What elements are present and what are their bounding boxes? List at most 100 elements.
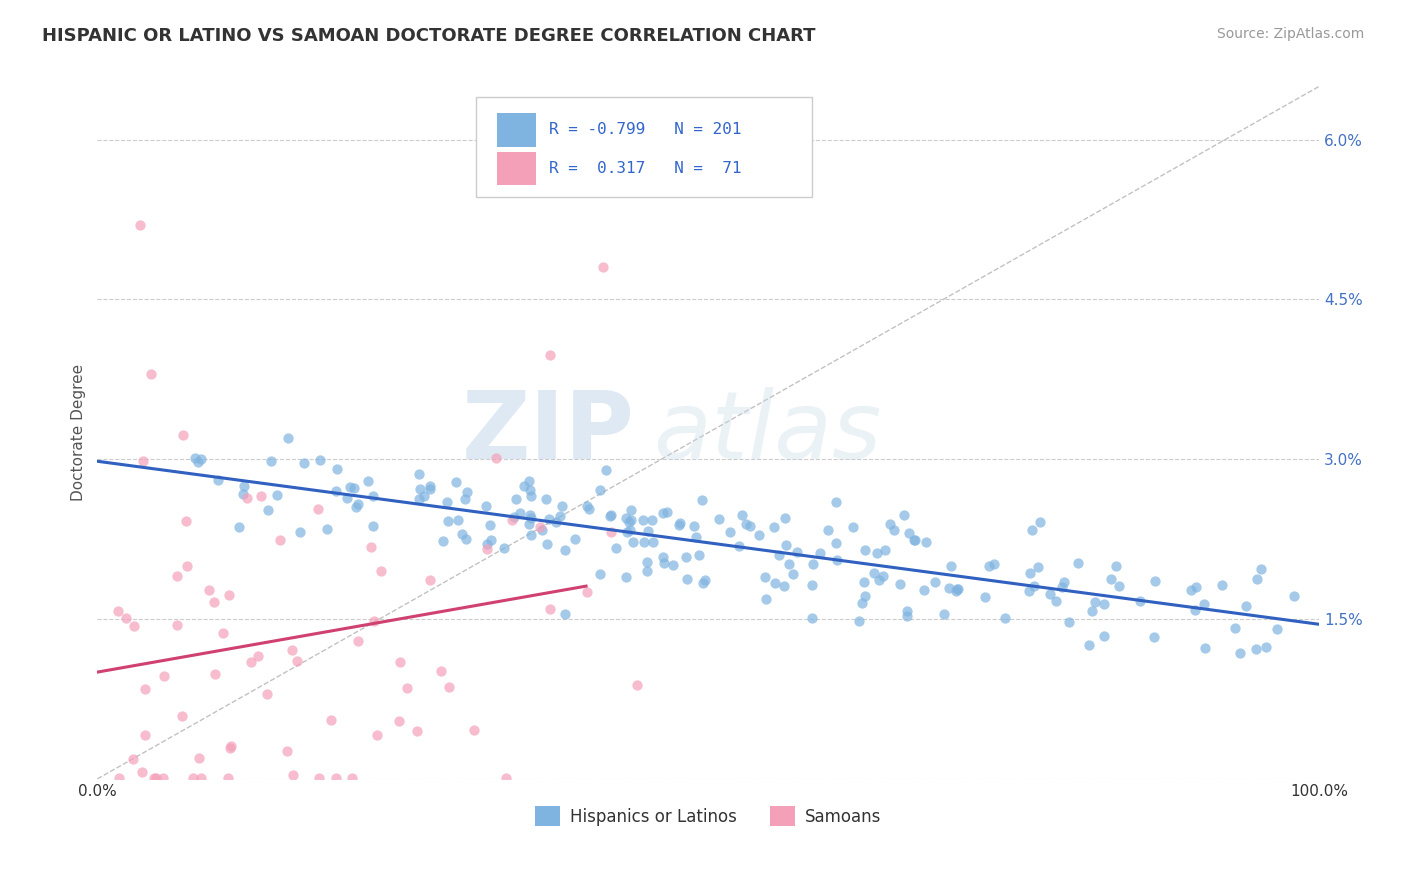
Point: [347, 497, 370, 511]
Point: [454, 492, 477, 507]
Point: [166, 618, 188, 632]
Point: [134, 728, 156, 742]
Point: [419, 483, 441, 497]
Point: [654, 556, 676, 570]
Point: [614, 569, 637, 583]
Point: [554, 543, 576, 558]
Point: [107, 771, 129, 785]
Point: [207, 473, 229, 487]
Point: [219, 739, 242, 754]
Point: [256, 503, 278, 517]
Point: [269, 533, 291, 547]
Point: [495, 771, 517, 785]
Point: [620, 503, 643, 517]
Point: [903, 533, 925, 547]
Point: [889, 576, 911, 591]
Point: [1099, 572, 1122, 586]
Point: [212, 626, 235, 640]
Point: [827, 553, 849, 567]
Point: [748, 527, 770, 541]
Point: [1267, 622, 1289, 636]
Point: [419, 479, 441, 493]
Point: [932, 607, 955, 622]
Point: [204, 666, 226, 681]
Point: [446, 475, 468, 489]
Point: [366, 728, 388, 742]
Point: [451, 527, 474, 541]
Point: [662, 558, 685, 572]
Point: [853, 542, 876, 557]
FancyBboxPatch shape: [477, 96, 813, 197]
Point: [176, 559, 198, 574]
Point: [236, 491, 259, 505]
Point: [1185, 580, 1208, 594]
Point: [637, 524, 659, 538]
Point: [1192, 597, 1215, 611]
Point: [576, 499, 599, 513]
Point: [578, 502, 600, 516]
Point: [775, 538, 797, 552]
Point: [1084, 595, 1107, 609]
Point: [600, 508, 623, 522]
Point: [1050, 580, 1073, 594]
Point: [564, 532, 586, 546]
Point: [1234, 599, 1257, 613]
Point: [131, 764, 153, 779]
Point: [619, 523, 641, 537]
Point: [621, 535, 644, 549]
Point: [256, 687, 278, 701]
Point: [1067, 556, 1090, 570]
Point: [308, 771, 330, 785]
Point: [740, 519, 762, 533]
Point: [134, 681, 156, 696]
Point: [945, 583, 967, 598]
Point: [339, 480, 361, 494]
Point: [914, 534, 936, 549]
Point: [946, 582, 969, 597]
Point: [503, 509, 526, 524]
Point: [132, 454, 155, 468]
Point: [218, 741, 240, 756]
Point: [755, 591, 778, 606]
Point: [370, 565, 392, 579]
Point: [544, 515, 567, 529]
Point: [599, 508, 621, 523]
Text: R =  0.317   N =  71: R = 0.317 N = 71: [550, 161, 742, 177]
Point: [983, 558, 1005, 572]
Point: [575, 584, 598, 599]
Point: [1256, 640, 1278, 654]
Point: [1223, 622, 1246, 636]
Point: [842, 520, 865, 534]
Point: [655, 504, 678, 518]
Point: [316, 522, 339, 536]
Point: [122, 751, 145, 765]
Point: [1039, 587, 1062, 601]
Point: [1045, 594, 1067, 608]
Point: [363, 614, 385, 628]
Point: [616, 525, 638, 540]
Point: [669, 516, 692, 530]
Point: [285, 654, 308, 668]
Point: [308, 452, 330, 467]
Point: [520, 489, 543, 503]
Point: [344, 500, 367, 515]
Point: [1018, 566, 1040, 580]
Point: [1081, 604, 1104, 618]
Point: [198, 583, 221, 598]
Point: [1244, 641, 1267, 656]
Point: [124, 619, 146, 633]
Point: [801, 558, 824, 572]
Point: [1053, 574, 1076, 589]
Point: [346, 634, 368, 648]
Point: [592, 260, 614, 275]
Point: [388, 655, 411, 669]
Point: [731, 508, 754, 522]
Point: [800, 611, 823, 625]
Point: [233, 479, 256, 493]
Point: [107, 604, 129, 618]
Point: [190, 451, 212, 466]
Point: [817, 523, 839, 537]
Point: [321, 714, 343, 728]
Point: [896, 609, 918, 624]
Point: [277, 431, 299, 445]
